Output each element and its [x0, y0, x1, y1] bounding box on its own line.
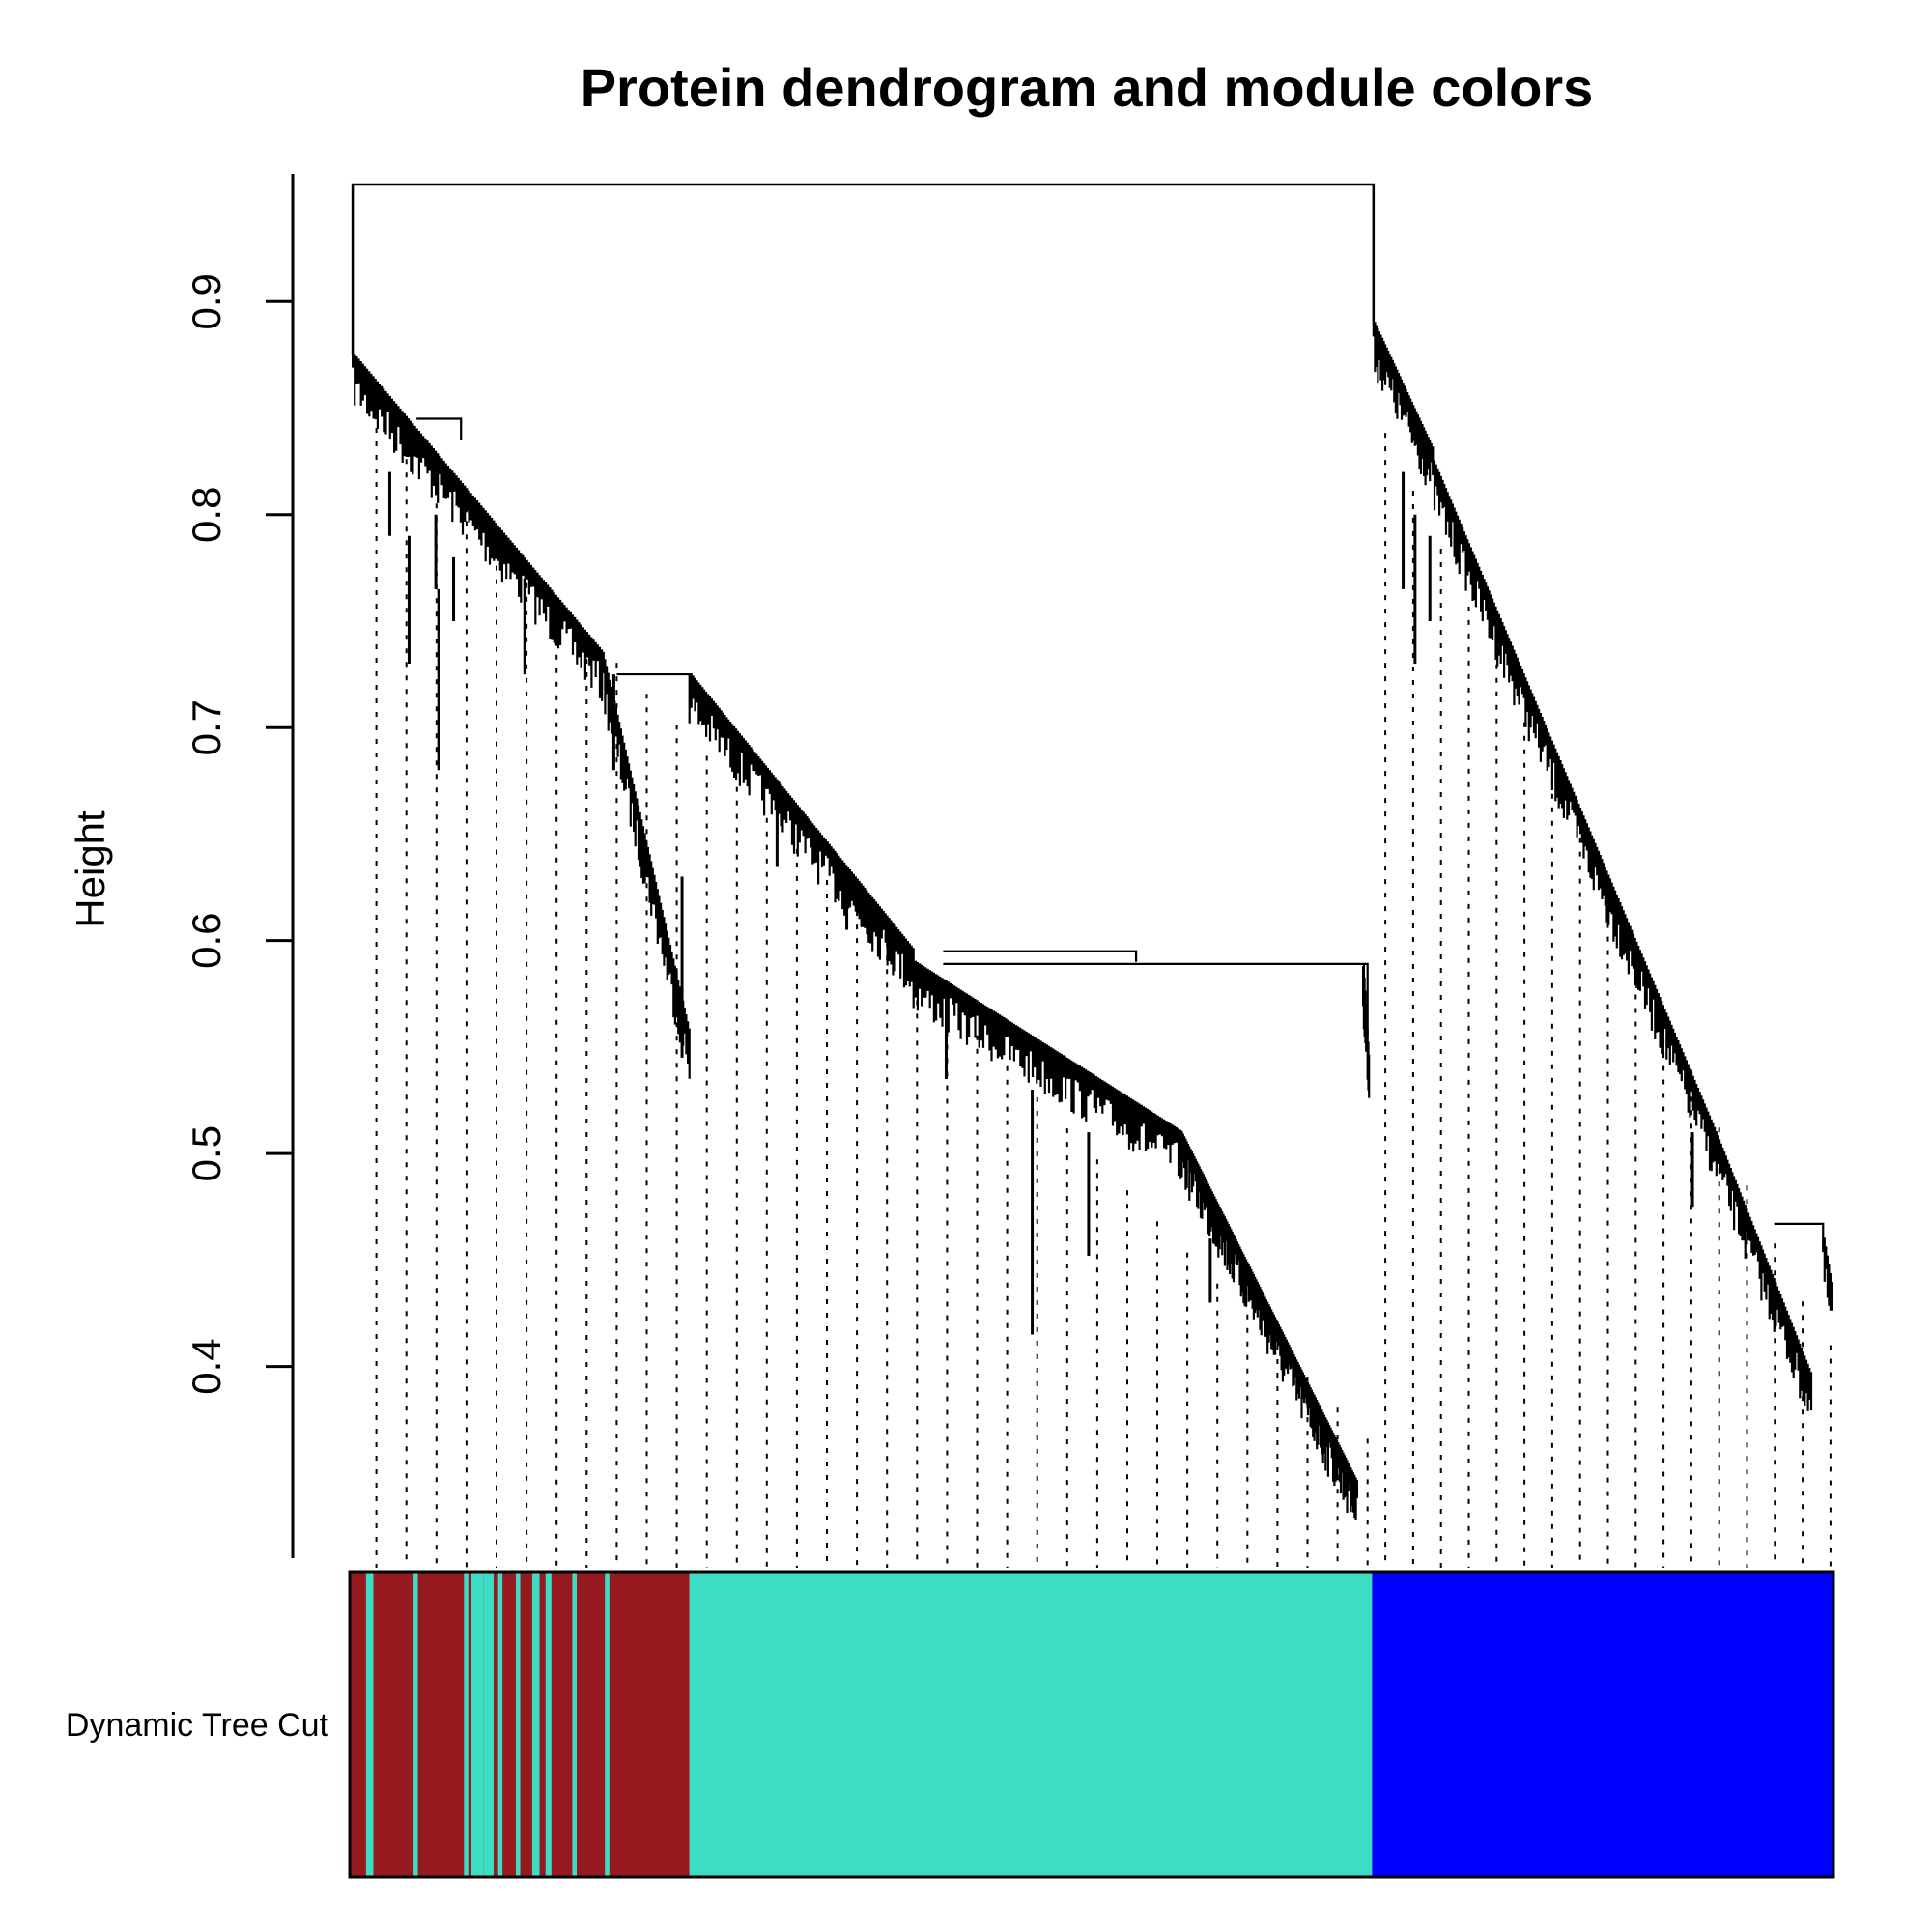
module-band-1 — [689, 1572, 1373, 1877]
right-branch-b-steps — [1432, 460, 1717, 1172]
guide-lines-path — [375, 414, 1832, 1568]
left-branch-a-steps — [352, 354, 604, 698]
stripe-14 — [520, 1572, 532, 1877]
root-merge — [351, 183, 1376, 355]
y-axis-label: Height — [68, 810, 113, 928]
stripe-17 — [545, 1572, 552, 1877]
stripe-13 — [516, 1572, 521, 1877]
left-branch-b-steps — [601, 651, 691, 1079]
stripe-7 — [468, 1572, 471, 1877]
color-row-label: Dynamic Tree Cut — [66, 1707, 329, 1744]
left-branch-c-steps — [688, 673, 915, 988]
merge-046 — [1774, 1222, 1825, 1239]
merge-060 — [943, 950, 1138, 962]
stripe-9 — [483, 1572, 494, 1877]
stripe-16 — [539, 1572, 546, 1877]
left-branch-c — [688, 673, 915, 988]
color-row-frame — [348, 1570, 1835, 1879]
right-branch-a — [1372, 322, 1435, 486]
y-tick-label-2: 0.6 — [184, 912, 229, 968]
left-branch-a — [352, 354, 604, 698]
stripe-10 — [493, 1572, 498, 1877]
y-axis: 0.4 0.5 0.6 0.7 0.8 0.9 — [184, 174, 295, 1558]
stripe-21 — [605, 1572, 610, 1877]
right-branch-a-steps — [1372, 322, 1435, 486]
y-tick-label-0: 0.4 — [184, 1338, 229, 1394]
left-branch-b — [601, 651, 691, 1079]
merge-059 — [943, 962, 1369, 1037]
left-branch-d — [912, 960, 1182, 1179]
module-color-row — [348, 1570, 1835, 1879]
y-tick-label-5: 0.9 — [184, 273, 229, 329]
right-branch-b — [1432, 460, 1717, 1172]
right-branch-c — [1714, 1131, 1813, 1411]
left-branch-e — [1179, 1131, 1358, 1520]
module-band-2 — [1372, 1572, 1833, 1877]
y-tick-label-1: 0.5 — [184, 1125, 229, 1181]
chart-title: Protein dendrogram and module colors — [581, 57, 1594, 118]
left-branch-e-steps — [1179, 1131, 1358, 1520]
stripe-11 — [497, 1572, 503, 1877]
dendrogram-tree — [351, 183, 1833, 1520]
stripe-4 — [413, 1572, 418, 1877]
stripe-6 — [464, 1572, 469, 1877]
stripe-1 — [356, 1572, 362, 1877]
y-tick-label-4: 0.8 — [184, 487, 229, 543]
stripe-8 — [470, 1572, 484, 1877]
right-branch-c-steps — [1714, 1131, 1813, 1411]
stripe-12 — [502, 1572, 517, 1877]
stripe-18 — [551, 1572, 573, 1877]
stripe-3 — [373, 1572, 377, 1877]
merge-084 — [416, 417, 463, 440]
stripe-19 — [572, 1572, 578, 1877]
left-branch-d-steps — [912, 960, 1182, 1179]
stripe-5 — [417, 1572, 423, 1877]
right-branch-d — [1822, 1237, 1833, 1311]
stripe-2 — [365, 1572, 374, 1877]
stripe-20 — [577, 1572, 606, 1877]
stripe-15 — [531, 1572, 540, 1877]
y-tick-label-3: 0.7 — [184, 699, 229, 755]
stripe-0 — [350, 1572, 355, 1877]
leaf-guide-lines — [375, 414, 1832, 1568]
right-branch-d-steps — [1822, 1237, 1833, 1311]
